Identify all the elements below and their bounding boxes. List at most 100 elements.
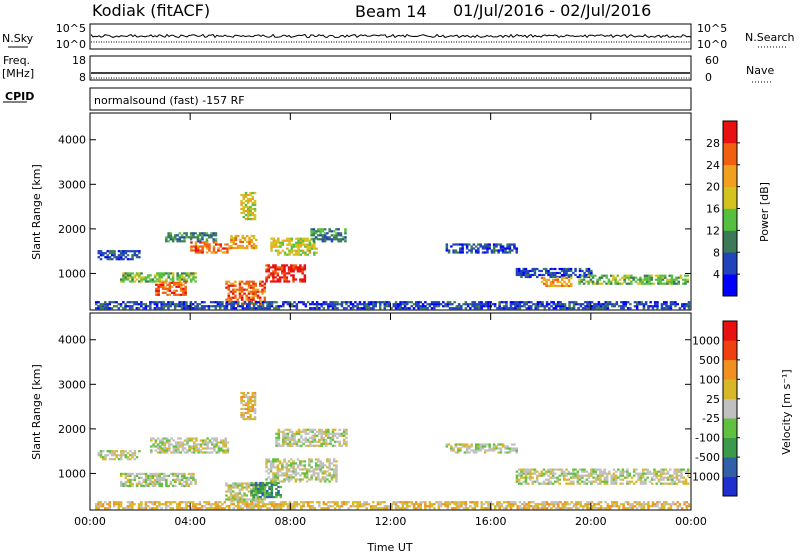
velocity-cell: [122, 482, 125, 485]
velocity-cell: [345, 501, 348, 504]
velocity-cell: [201, 439, 205, 442]
velocity-cell: [565, 474, 568, 477]
velocity-cell: [356, 503, 359, 506]
velocity-cell: [287, 460, 291, 463]
power-cell: [560, 267, 564, 271]
velocity-cell: [205, 501, 208, 504]
velocity-cell: [335, 464, 338, 467]
power-cell: [313, 241, 316, 244]
velocity-cell: [242, 416, 245, 419]
velocity-cell: [131, 452, 134, 455]
velocity-cell: [639, 476, 643, 479]
power-cell: [124, 278, 128, 281]
velocity-cell: [189, 480, 193, 483]
velocity-cell: [236, 496, 239, 499]
power-cell: [173, 303, 177, 306]
power-cell: [669, 303, 673, 306]
power-cell: [480, 301, 483, 304]
velocity-cell: [597, 503, 601, 506]
velocity-cell: [240, 397, 243, 401]
velocity-cell: [124, 480, 128, 483]
velocity-cell: [206, 443, 209, 446]
power-cell: [182, 289, 185, 292]
power-cell: [543, 276, 546, 279]
velocity-cell: [284, 428, 287, 431]
velocity-cell: [486, 443, 489, 446]
velocity-cell: [480, 507, 483, 510]
velocity-cell: [236, 494, 239, 497]
power-cell: [554, 305, 558, 308]
velocity-cell: [477, 447, 480, 450]
velocity-cell: [241, 482, 244, 485]
power-cell: [162, 303, 166, 306]
velocity-cell: [192, 472, 195, 475]
velocity-cell: [644, 503, 648, 506]
power-cell: [257, 307, 260, 310]
velocity-cell: [518, 472, 521, 475]
velocity-cell: [115, 503, 118, 506]
velocity-cell: [151, 472, 155, 475]
power-cell: [661, 278, 665, 281]
velocity-cell: [322, 430, 326, 433]
power-cell: [205, 232, 209, 235]
velocity-cell: [338, 432, 341, 435]
velocity-cell: [144, 484, 148, 487]
colorbar-tick-label: 8: [713, 246, 720, 259]
velocity-cell: [189, 507, 193, 510]
power-cell: [189, 232, 193, 235]
velocity-cell: [131, 472, 134, 475]
power-cell: [549, 275, 552, 279]
power-cell: [283, 272, 286, 275]
power-cell: [301, 268, 304, 271]
velocity-cell: [128, 503, 132, 506]
power-cell: [267, 264, 270, 267]
velocity-cell: [536, 476, 539, 479]
power-cell: [412, 307, 416, 310]
power-cell: [179, 293, 183, 296]
velocity-cell: [129, 478, 132, 481]
velocity-cell: [302, 430, 305, 433]
velocity-cell: [303, 476, 307, 479]
power-cell: [640, 301, 643, 304]
velocity-cell: [241, 496, 244, 499]
power-cell: [477, 251, 480, 254]
velocity-cell: [172, 447, 176, 450]
power-cell: [669, 305, 673, 308]
power-cell: [673, 280, 676, 283]
velocity-cell: [663, 501, 666, 504]
velocity-cell: [173, 501, 177, 504]
power-cell: [572, 307, 576, 310]
power-cell: [522, 267, 525, 271]
velocity-cell: [252, 500, 255, 503]
velocity-cell: [241, 498, 244, 501]
power-cell: [291, 305, 294, 308]
power-cell: [561, 276, 564, 279]
power-cell: [578, 273, 582, 277]
power-cell: [310, 243, 314, 246]
velocity-cell: [445, 445, 449, 448]
velocity-cell: [269, 464, 273, 467]
power-cell: [155, 289, 158, 292]
velocity-cell: [272, 483, 276, 487]
velocity-cell: [523, 505, 526, 508]
velocity-cell: [304, 430, 308, 433]
power-cell: [196, 251, 200, 254]
power-cell: [385, 305, 389, 308]
velocity-cell: [292, 476, 295, 479]
power-cell: [288, 253, 291, 256]
velocity-cell: [222, 443, 225, 446]
velocity-cell: [657, 478, 661, 481]
velocity-cell: [290, 466, 293, 469]
power-cell: [634, 280, 638, 283]
velocity-cell: [259, 496, 262, 499]
power-cell: [153, 301, 157, 304]
power-cell: [268, 303, 271, 306]
velocity-cell: [601, 472, 604, 475]
velocity-cell: [585, 470, 589, 473]
power-cell: [563, 303, 567, 306]
power-cell: [665, 305, 668, 308]
power-cell: [552, 278, 555, 281]
power-cell: [131, 276, 134, 279]
velocity-cell: [147, 474, 150, 477]
velocity-cell: [247, 498, 251, 501]
